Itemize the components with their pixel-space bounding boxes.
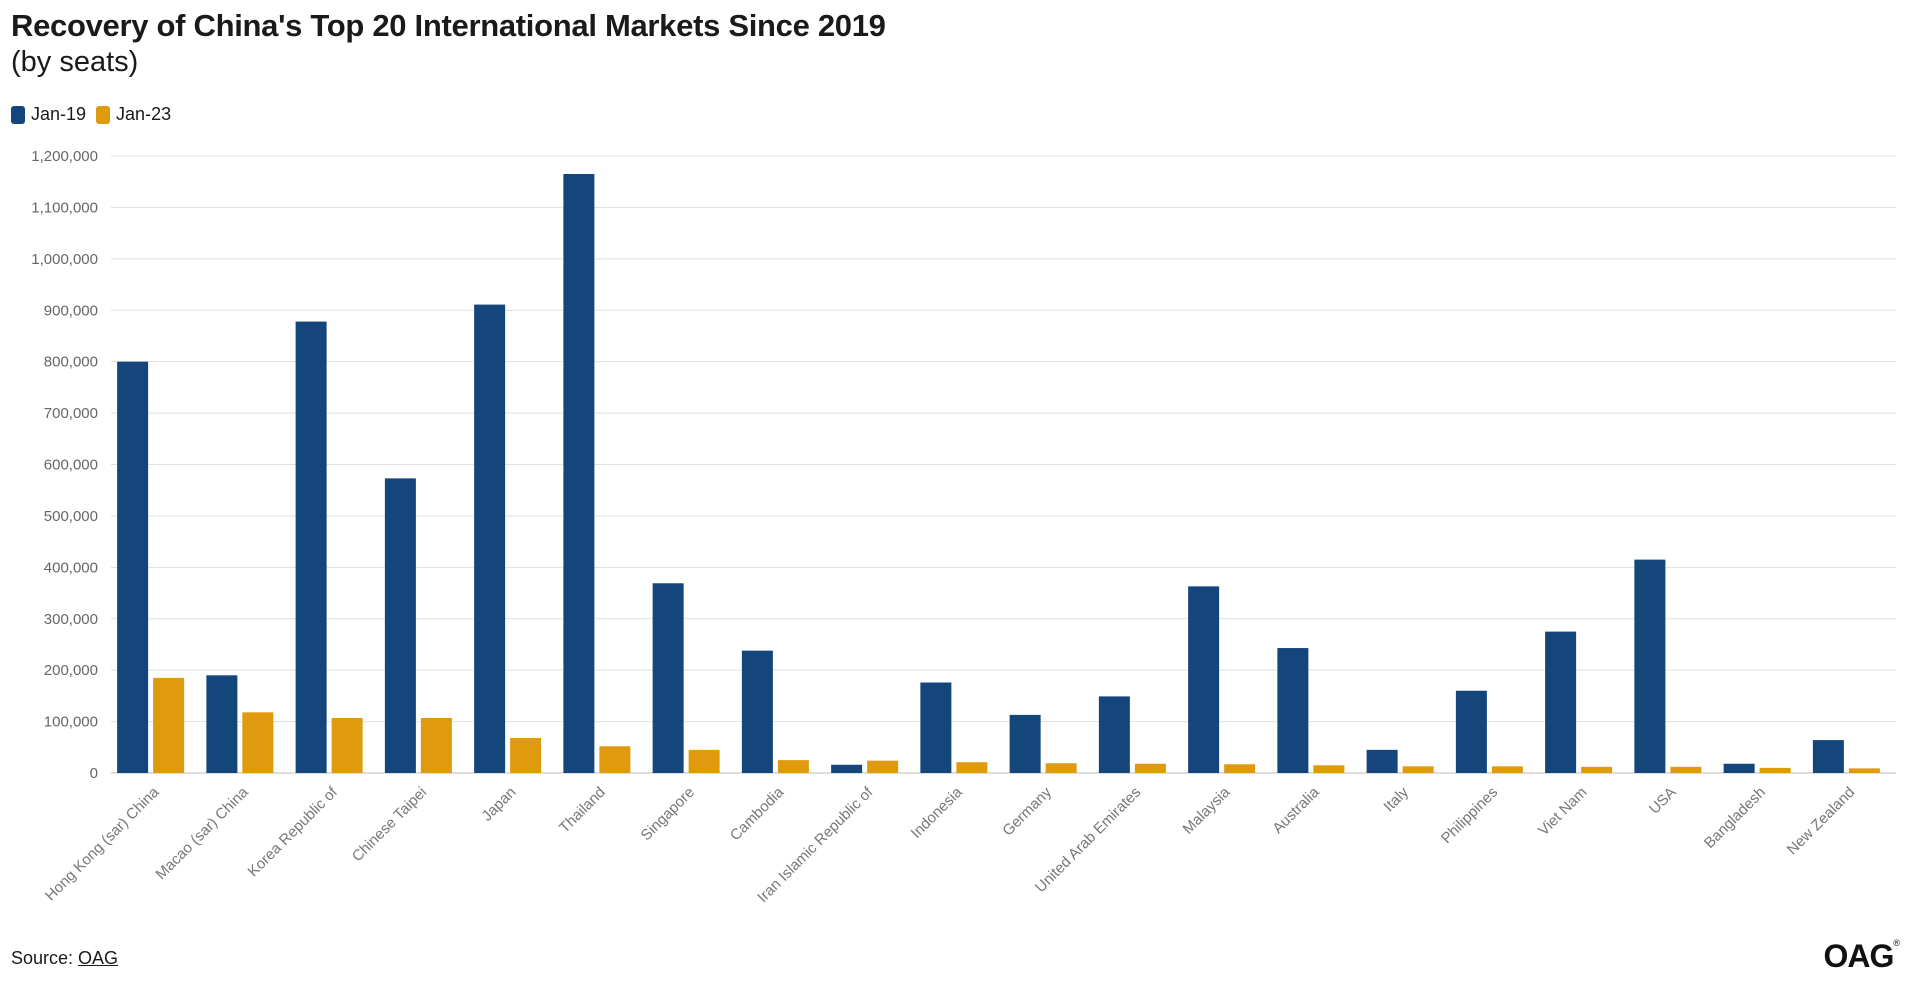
gridlines	[111, 155, 1896, 774]
x-tick-label: USA	[1646, 784, 1680, 818]
bar-jan-23-philippines[interactable]	[1491, 766, 1523, 773]
legend-swatch-jan-19	[11, 105, 25, 124]
x-tick-label: Chinese Taipei	[349, 784, 430, 865]
x-tick-label: Italy	[1380, 783, 1412, 815]
y-tick-label: 900,000	[44, 302, 98, 319]
bar-jan-23-korea-republic-of[interactable]	[331, 717, 363, 773]
bar-jan-23-hong-kong-sar-china[interactable]	[153, 677, 185, 773]
y-axis-ticks: 0 100,000 200,000 300,000 400,000 500,000 600,…	[31, 148, 98, 782]
bar-jan-23-australia[interactable]	[1313, 765, 1345, 773]
bar-jan-23-united-arab-emirates[interactable]	[1134, 763, 1166, 773]
source-link[interactable]: OAG	[78, 948, 119, 968]
chart-title: Recovery of China's Top 20 International…	[11, 8, 886, 43]
bar-jan-23-cambodia[interactable]	[777, 760, 809, 773]
x-tick-label: Thailand	[556, 784, 609, 837]
bar-jan-19-bangladesh[interactable]	[1723, 763, 1755, 773]
x-tick-label: Australia	[1269, 783, 1323, 837]
logo-text: OAG	[1823, 938, 1894, 974]
y-tick-label: 1,000,000	[31, 251, 98, 268]
legend-label-jan-19: Jan-19	[31, 104, 87, 124]
bar-jan-19-chinese-taipei[interactable]	[384, 478, 416, 773]
bar-jan-19-germany[interactable]	[1009, 714, 1041, 773]
bar-jan-19-thailand[interactable]	[563, 173, 595, 773]
bar-jan-23-germany[interactable]	[1045, 763, 1077, 773]
chart-legend: Jan-19 Jan-23	[11, 104, 181, 125]
bar-jan-19-viet-nam[interactable]	[1545, 631, 1577, 773]
bar-jan-23-usa[interactable]	[1670, 766, 1702, 773]
x-tick-label: New Zealand	[1784, 784, 1859, 859]
bar-jan-19-korea-republic-of[interactable]	[295, 321, 327, 773]
y-tick-label: 200,000	[44, 662, 98, 679]
x-tick-label: Philippines	[1438, 784, 1501, 847]
chart-subtitle: (by seats)	[11, 46, 139, 78]
x-tick-label: Germany	[999, 783, 1055, 839]
bar-jan-23-malaysia[interactable]	[1224, 764, 1256, 773]
bar-jan-23-chinese-taipei[interactable]	[420, 717, 452, 773]
y-tick-label: 500,000	[44, 508, 98, 525]
bar-jan-19-united-arab-emirates[interactable]	[1098, 696, 1130, 773]
bar-jan-19-usa[interactable]	[1634, 559, 1666, 773]
x-tick-label: Bangladesh	[1701, 784, 1769, 852]
bar-jan-23-japan[interactable]	[510, 738, 542, 773]
bar-jan-23-iran-islamic-republic-of[interactable]	[867, 760, 899, 773]
legend-item-jan-19[interactable]: Jan-19	[11, 104, 86, 125]
bar-jan-23-bangladesh[interactable]	[1759, 767, 1791, 773]
x-tick-label: Cambodia	[727, 783, 788, 844]
y-tick-label: 300,000	[44, 611, 98, 628]
source-note: Source: OAG	[11, 948, 118, 969]
y-tick-label: 400,000	[44, 559, 98, 576]
bars	[117, 173, 1880, 773]
oag-logo: OAG®	[1823, 938, 1899, 974]
y-tick-label: 1,100,000	[31, 199, 98, 216]
legend-item-jan-23[interactable]: Jan-23	[96, 104, 171, 125]
source-prefix: Source:	[11, 948, 79, 968]
legend-label-jan-23: Jan-23	[116, 104, 172, 124]
bar-jan-19-indonesia[interactable]	[920, 682, 952, 773]
bar-jan-23-indonesia[interactable]	[956, 762, 988, 773]
bar-jan-19-australia[interactable]	[1277, 648, 1309, 773]
bar-jan-19-iran-islamic-republic-of[interactable]	[831, 764, 863, 773]
bar-jan-19-philippines[interactable]	[1455, 690, 1487, 773]
bar-jan-19-new-zealand[interactable]	[1812, 740, 1844, 773]
bar-jan-19-macao-sar-china[interactable]	[206, 675, 238, 773]
x-tick-label: Japan	[479, 784, 520, 825]
bar-jan-23-thailand[interactable]	[599, 746, 631, 773]
legend-swatch-jan-23	[96, 105, 111, 124]
x-tick-label: Singapore	[638, 784, 698, 844]
x-tick-label: Viet Nam	[1535, 784, 1590, 839]
y-tick-label: 800,000	[44, 354, 98, 371]
y-tick-label: 600,000	[44, 457, 98, 474]
bar-jan-23-new-zealand[interactable]	[1848, 768, 1880, 773]
x-tick-label: Macao (sar) China	[152, 783, 252, 883]
bar-jan-23-viet-nam[interactable]	[1581, 766, 1613, 773]
bar-jan-19-singapore[interactable]	[652, 583, 684, 773]
bar-chart: 0 100,000 200,000 300,000 400,000 500,000 600,…	[31, 148, 1896, 906]
bar-jan-19-hong-kong-sar-china[interactable]	[117, 361, 149, 773]
y-tick-label: 100,000	[44, 714, 98, 731]
y-tick-label: 1,200,000	[31, 148, 98, 165]
x-tick-label: Korea Republic of	[245, 783, 342, 880]
bar-jan-23-singapore[interactable]	[688, 749, 720, 773]
x-tick-label: Malaysia	[1180, 783, 1234, 837]
bar-jan-19-malaysia[interactable]	[1188, 586, 1220, 773]
y-tick-label: 700,000	[44, 405, 98, 422]
bar-jan-19-cambodia[interactable]	[741, 650, 773, 773]
bar-jan-19-italy[interactable]	[1366, 749, 1398, 773]
bar-jan-19-japan[interactable]	[474, 304, 506, 773]
bar-jan-23-macao-sar-china[interactable]	[242, 712, 274, 773]
y-tick-label: 0	[90, 765, 98, 782]
bar-jan-23-italy[interactable]	[1402, 766, 1434, 773]
x-tick-label: Indonesia	[908, 783, 966, 841]
x-tick-label: Hong Kong (sar) China	[42, 783, 163, 904]
